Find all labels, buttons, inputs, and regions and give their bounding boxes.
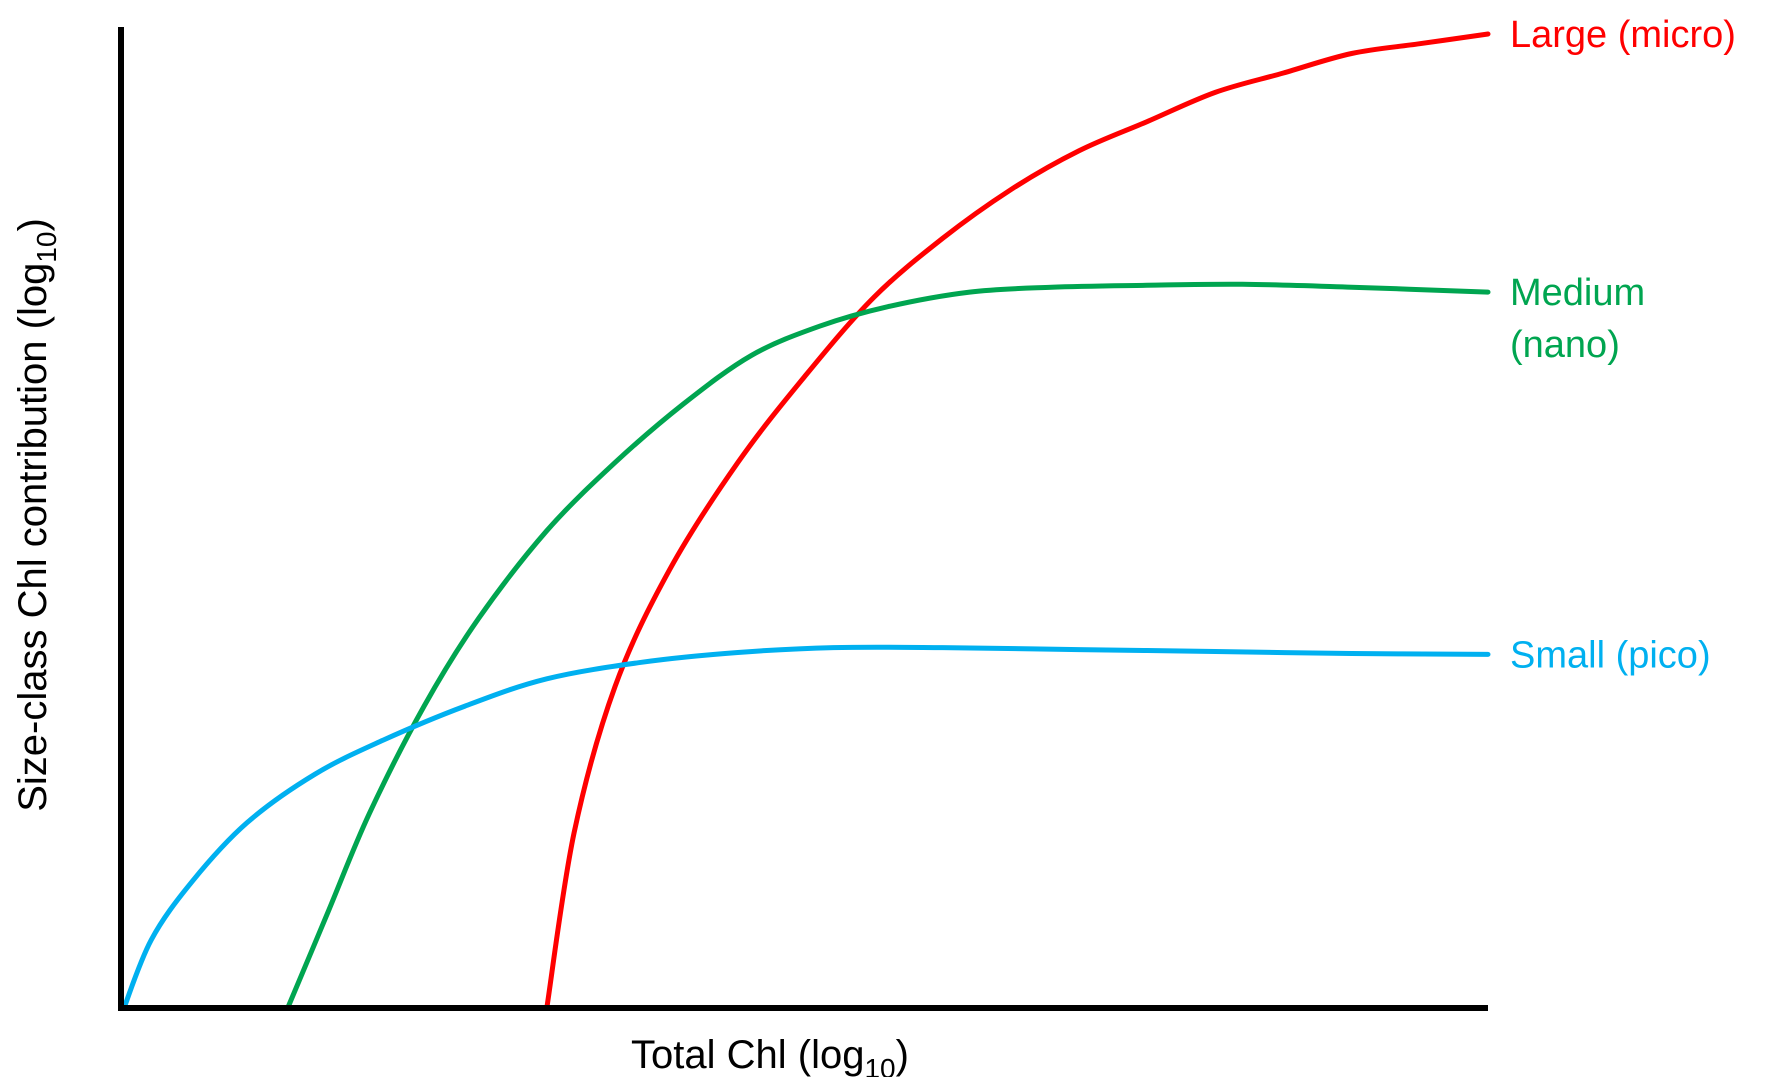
series-label-line: Large (micro) (1510, 14, 1736, 56)
series-label-large-micro: Large (micro) (1510, 14, 1736, 56)
series-line-large-micro (544, 31, 1491, 1011)
y-axis-title-close: ) (11, 218, 55, 231)
series-layer: Large (micro) Medium (nano) Small (pico) (121, 14, 1736, 1011)
series-label-line: (nano) (1510, 324, 1620, 366)
y-axis-title-main: Size-class Chl contribution (log (11, 263, 55, 812)
y-axis-title-subscript: 10 (31, 232, 62, 263)
series-line-medium-nano (285, 281, 1491, 1011)
x-axis-title-main: Total Chl (log (631, 1033, 864, 1077)
y-axis-title: Size-class Chl contribution (log10) (11, 218, 62, 812)
x-axis-title-close: ) (896, 1033, 909, 1077)
x-axis-title-subscript: 10 (864, 1053, 895, 1077)
series-label-line: Medium (1510, 272, 1645, 314)
series-label-medium-nano: Medium (nano) (1510, 272, 1645, 366)
x-axis-title: Total Chl (log10) (631, 1033, 909, 1077)
series-label-line: Small (pico) (1510, 634, 1711, 676)
series-label-small-pico: Small (pico) (1510, 634, 1711, 676)
series-line-small-pico (121, 644, 1491, 1011)
